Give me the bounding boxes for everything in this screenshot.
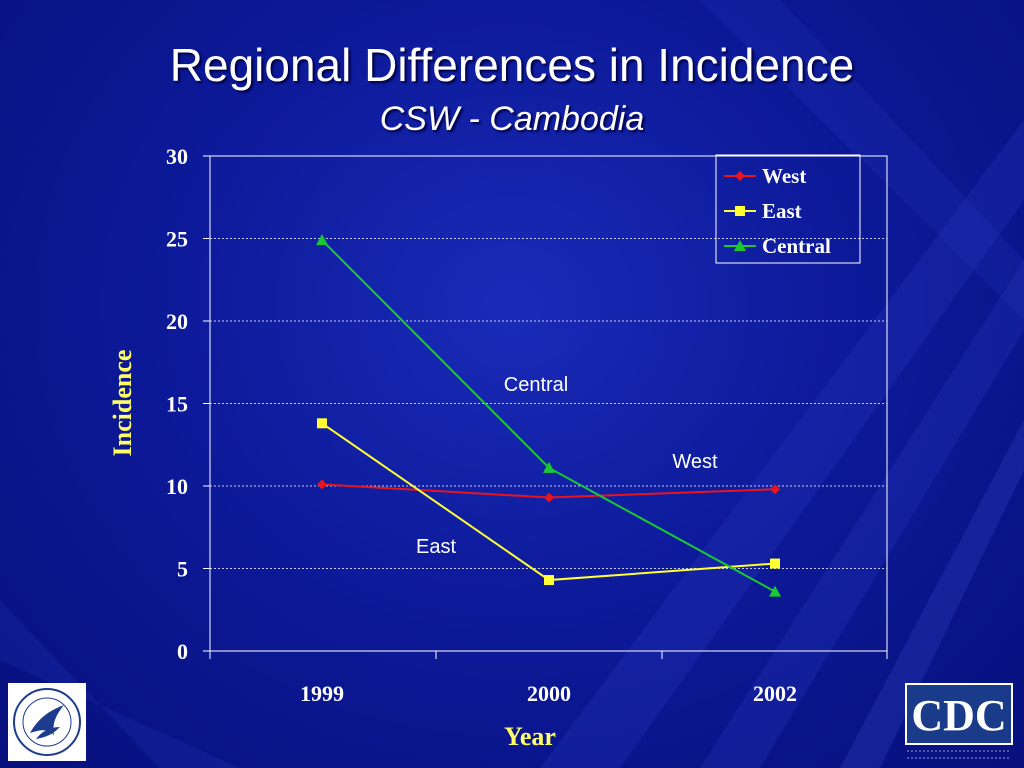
legend-label: Central (762, 234, 831, 258)
legend-marker (735, 206, 745, 216)
data-point-central (316, 234, 328, 246)
cdc-logo: CDC (905, 683, 1013, 759)
data-point-west (317, 479, 327, 490)
legend-label: West (762, 164, 806, 188)
data-point-east (770, 558, 780, 569)
slide-title: Regional Differences in Incidence (169, 39, 855, 91)
legend-marker (734, 240, 746, 251)
x-tick-label: 2002 (753, 681, 797, 706)
y-tick-label: 5 (177, 557, 188, 582)
annotation-label: West (672, 451, 718, 473)
data-point-east (544, 575, 554, 586)
y-tick-label: 25 (166, 227, 188, 252)
data-point-west (770, 484, 780, 495)
slide-subtitle: CSW - Cambodia (379, 100, 645, 138)
cdc-logo-text: CDC (911, 691, 1006, 740)
y-tick-label: 20 (166, 309, 188, 334)
y-tick-label: 15 (166, 392, 188, 417)
data-point-west (544, 492, 554, 503)
legend-box (715, 154, 861, 264)
hhs-seal-logo (8, 683, 86, 761)
legend-marker (735, 171, 745, 181)
series-line-central (321, 239, 776, 593)
x-axis-label: Year (504, 722, 556, 751)
data-point-central (543, 461, 555, 473)
x-tick-label: 2000 (527, 681, 571, 706)
annotation-label: Central (504, 374, 568, 396)
data-point-central (769, 585, 781, 597)
data-point-east (317, 418, 327, 429)
y-tick-label: 0 (177, 639, 188, 664)
y-axis-label: Incidence (108, 350, 137, 457)
annotation-label: East (416, 536, 456, 558)
y-tick-label: 10 (166, 474, 188, 499)
y-tick-label: 30 (166, 144, 188, 169)
legend-label: East (762, 199, 802, 223)
x-tick-label: 1999 (300, 681, 344, 706)
